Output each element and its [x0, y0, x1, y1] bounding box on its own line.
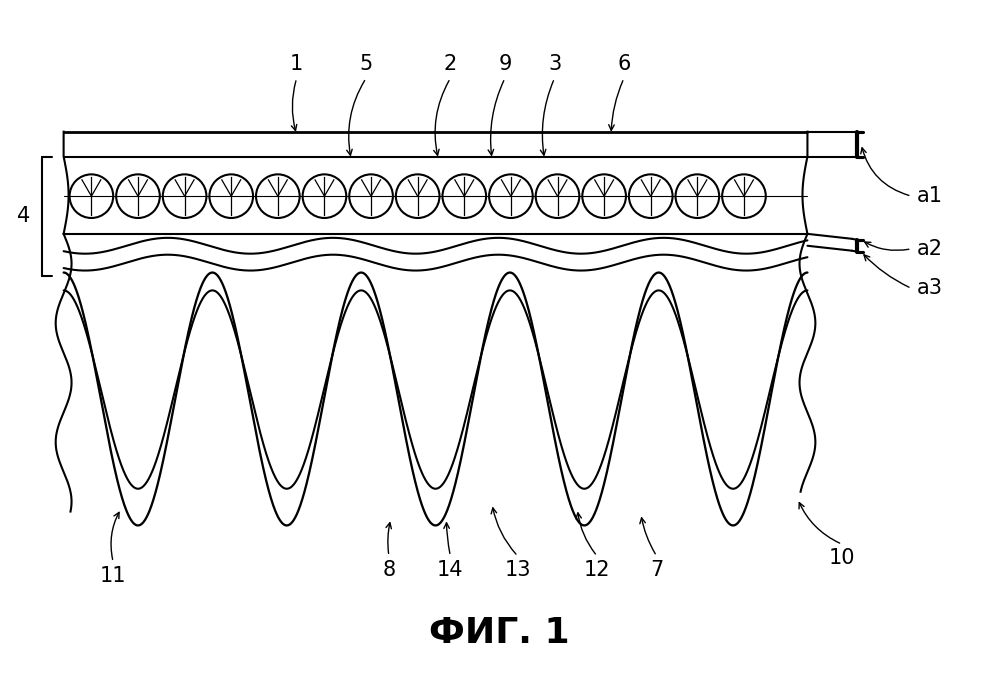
Text: 13: 13: [504, 560, 531, 580]
Text: a2: a2: [916, 239, 942, 259]
Text: 11: 11: [100, 566, 127, 586]
Text: ФИГ. 1: ФИГ. 1: [429, 616, 569, 649]
Text: 4: 4: [17, 206, 31, 226]
Text: 6: 6: [617, 54, 630, 74]
Text: 14: 14: [438, 560, 464, 580]
Text: 9: 9: [499, 54, 511, 74]
Text: 10: 10: [829, 548, 855, 568]
Text: 1: 1: [290, 54, 304, 74]
Text: 2: 2: [444, 54, 457, 74]
Text: 7: 7: [650, 560, 663, 580]
Text: a3: a3: [916, 278, 942, 298]
Text: a1: a1: [916, 186, 942, 206]
Text: 8: 8: [383, 560, 396, 580]
Text: 12: 12: [584, 560, 610, 580]
Text: 5: 5: [360, 54, 373, 74]
Text: 3: 3: [547, 54, 561, 74]
